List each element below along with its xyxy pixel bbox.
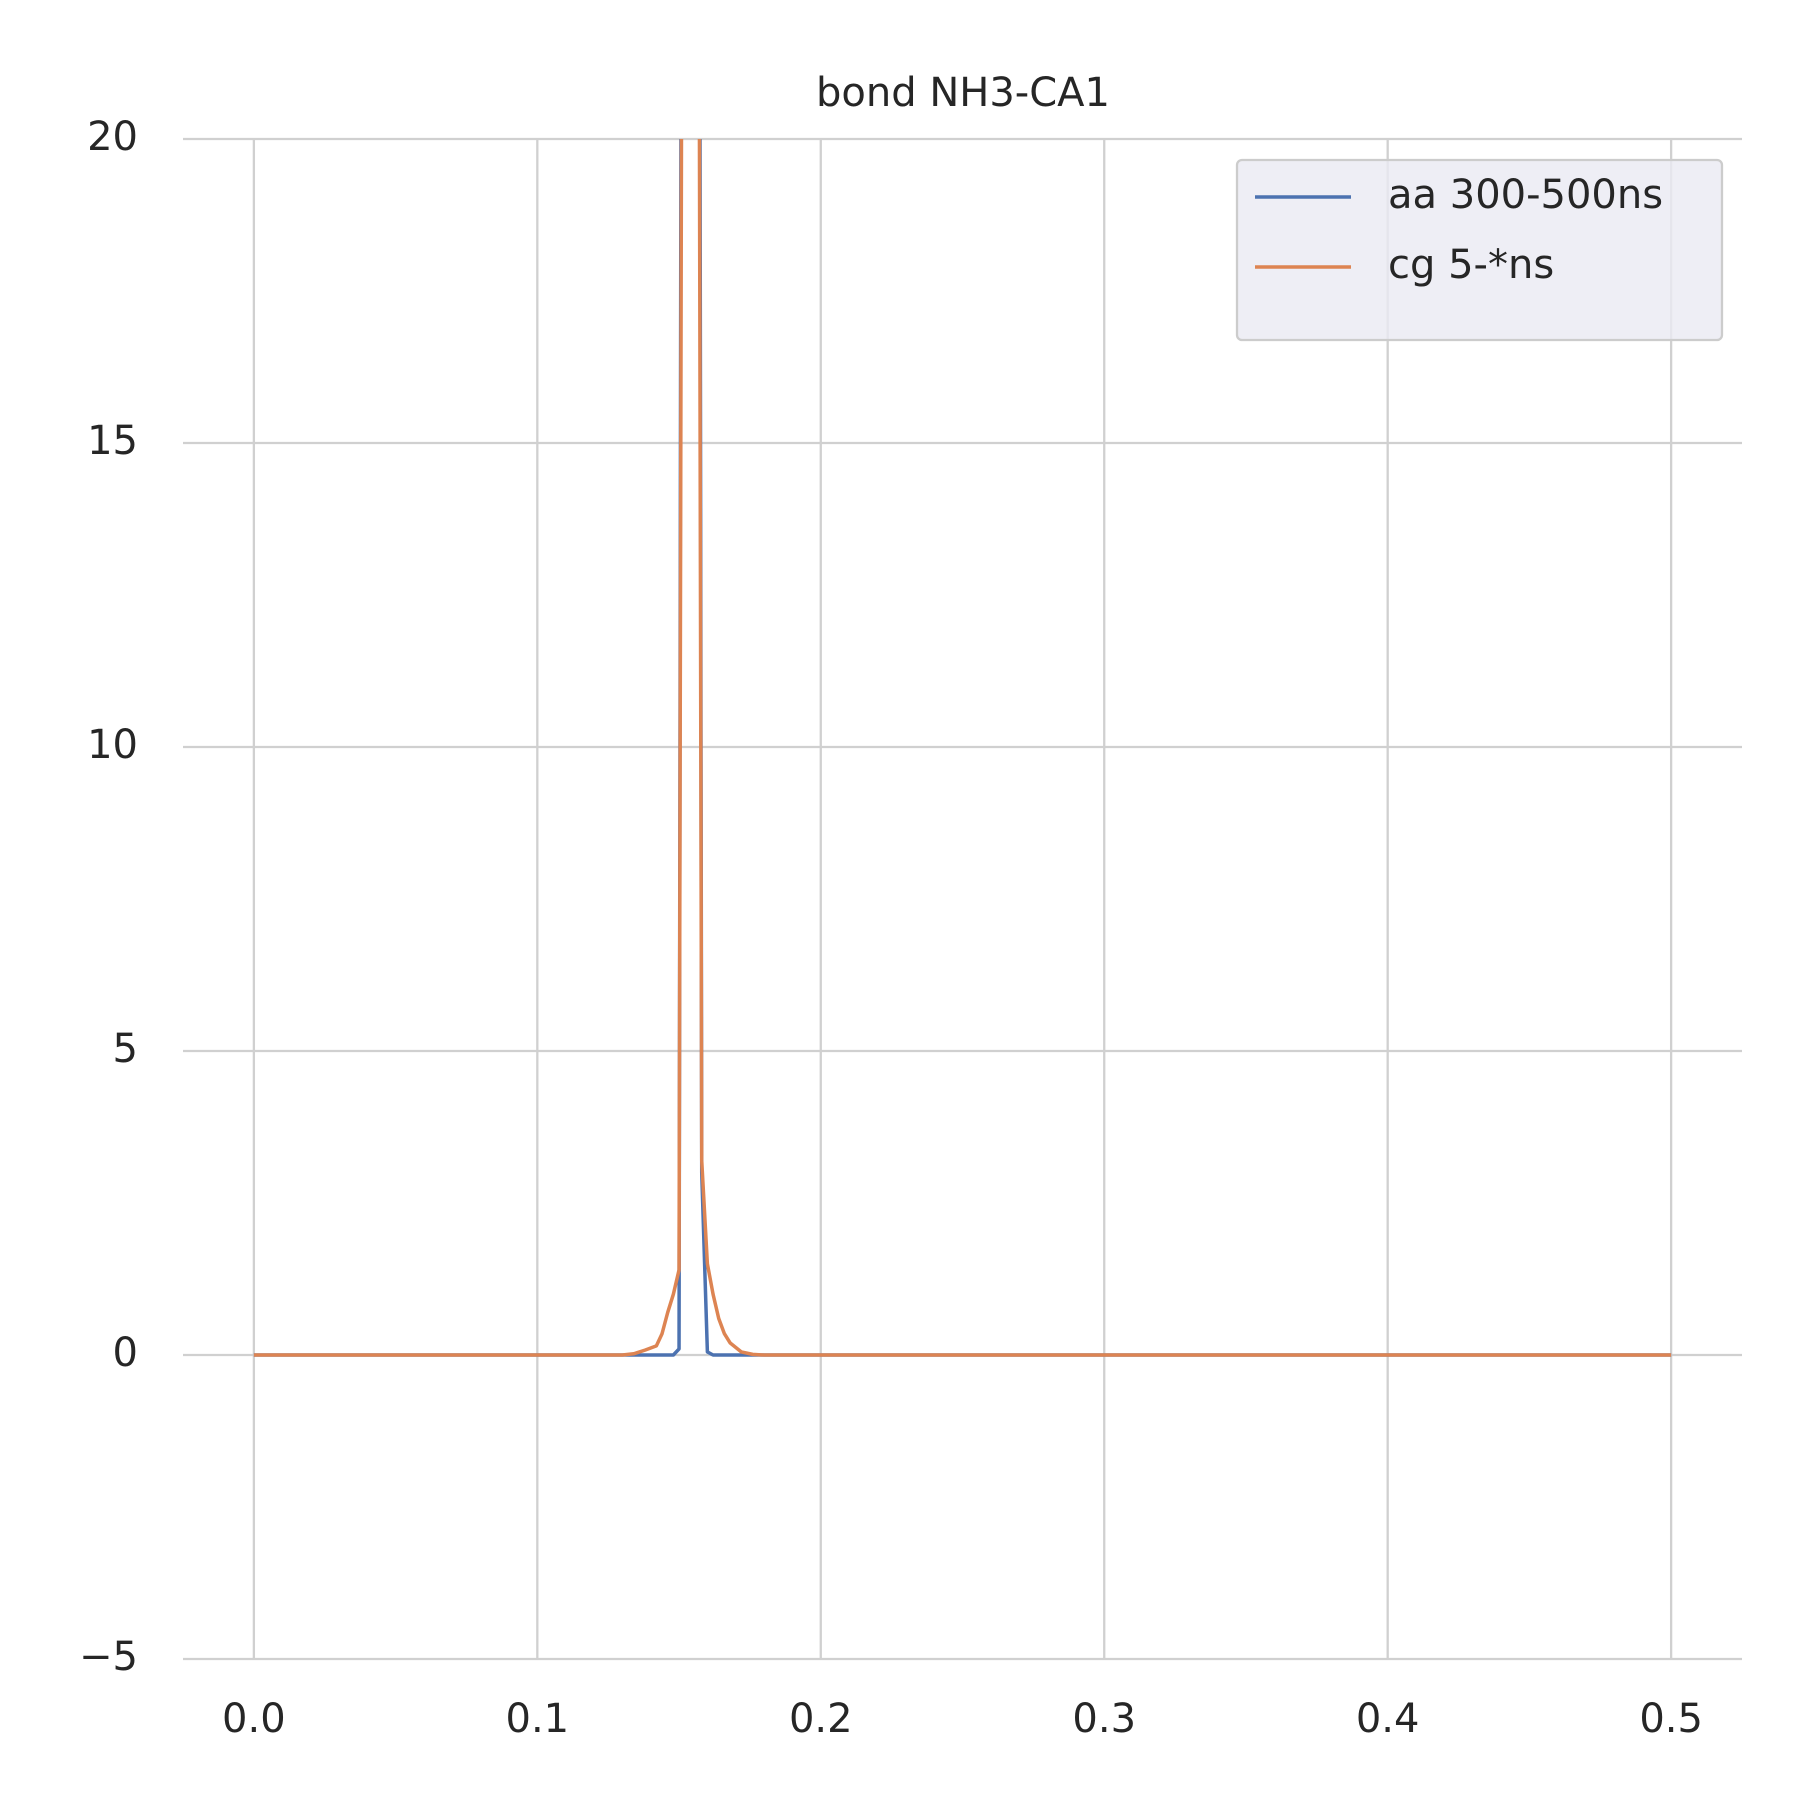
chart-title: bond NH3-CA1: [816, 70, 1110, 116]
y-tick-label: −5: [79, 1634, 138, 1680]
y-tick-label: 5: [113, 1026, 138, 1072]
y-tick-label: 0: [113, 1330, 138, 1376]
series-line: [253, 139, 1672, 1357]
legend-box: [1235, 158, 1724, 342]
y-tick-label: 20: [87, 114, 138, 160]
x-tick-label: 0.1: [506, 1696, 570, 1742]
plot-area: [253, 139, 1672, 1357]
series-line: [253, 139, 1672, 1357]
legend-label: cg 5-*ns: [1388, 242, 1554, 288]
y-tick-label: 10: [87, 722, 138, 768]
x-tick-label: 0.5: [1639, 1696, 1703, 1742]
x-tick-label: 0.0: [222, 1696, 286, 1742]
x-tick-label: 0.3: [1072, 1696, 1136, 1742]
legend-label: aa 300-500ns: [1388, 172, 1663, 218]
x-tick-label: 0.2: [789, 1696, 853, 1742]
y-tick-label: 15: [87, 418, 138, 464]
x-tick-label: 0.4: [1356, 1696, 1420, 1742]
